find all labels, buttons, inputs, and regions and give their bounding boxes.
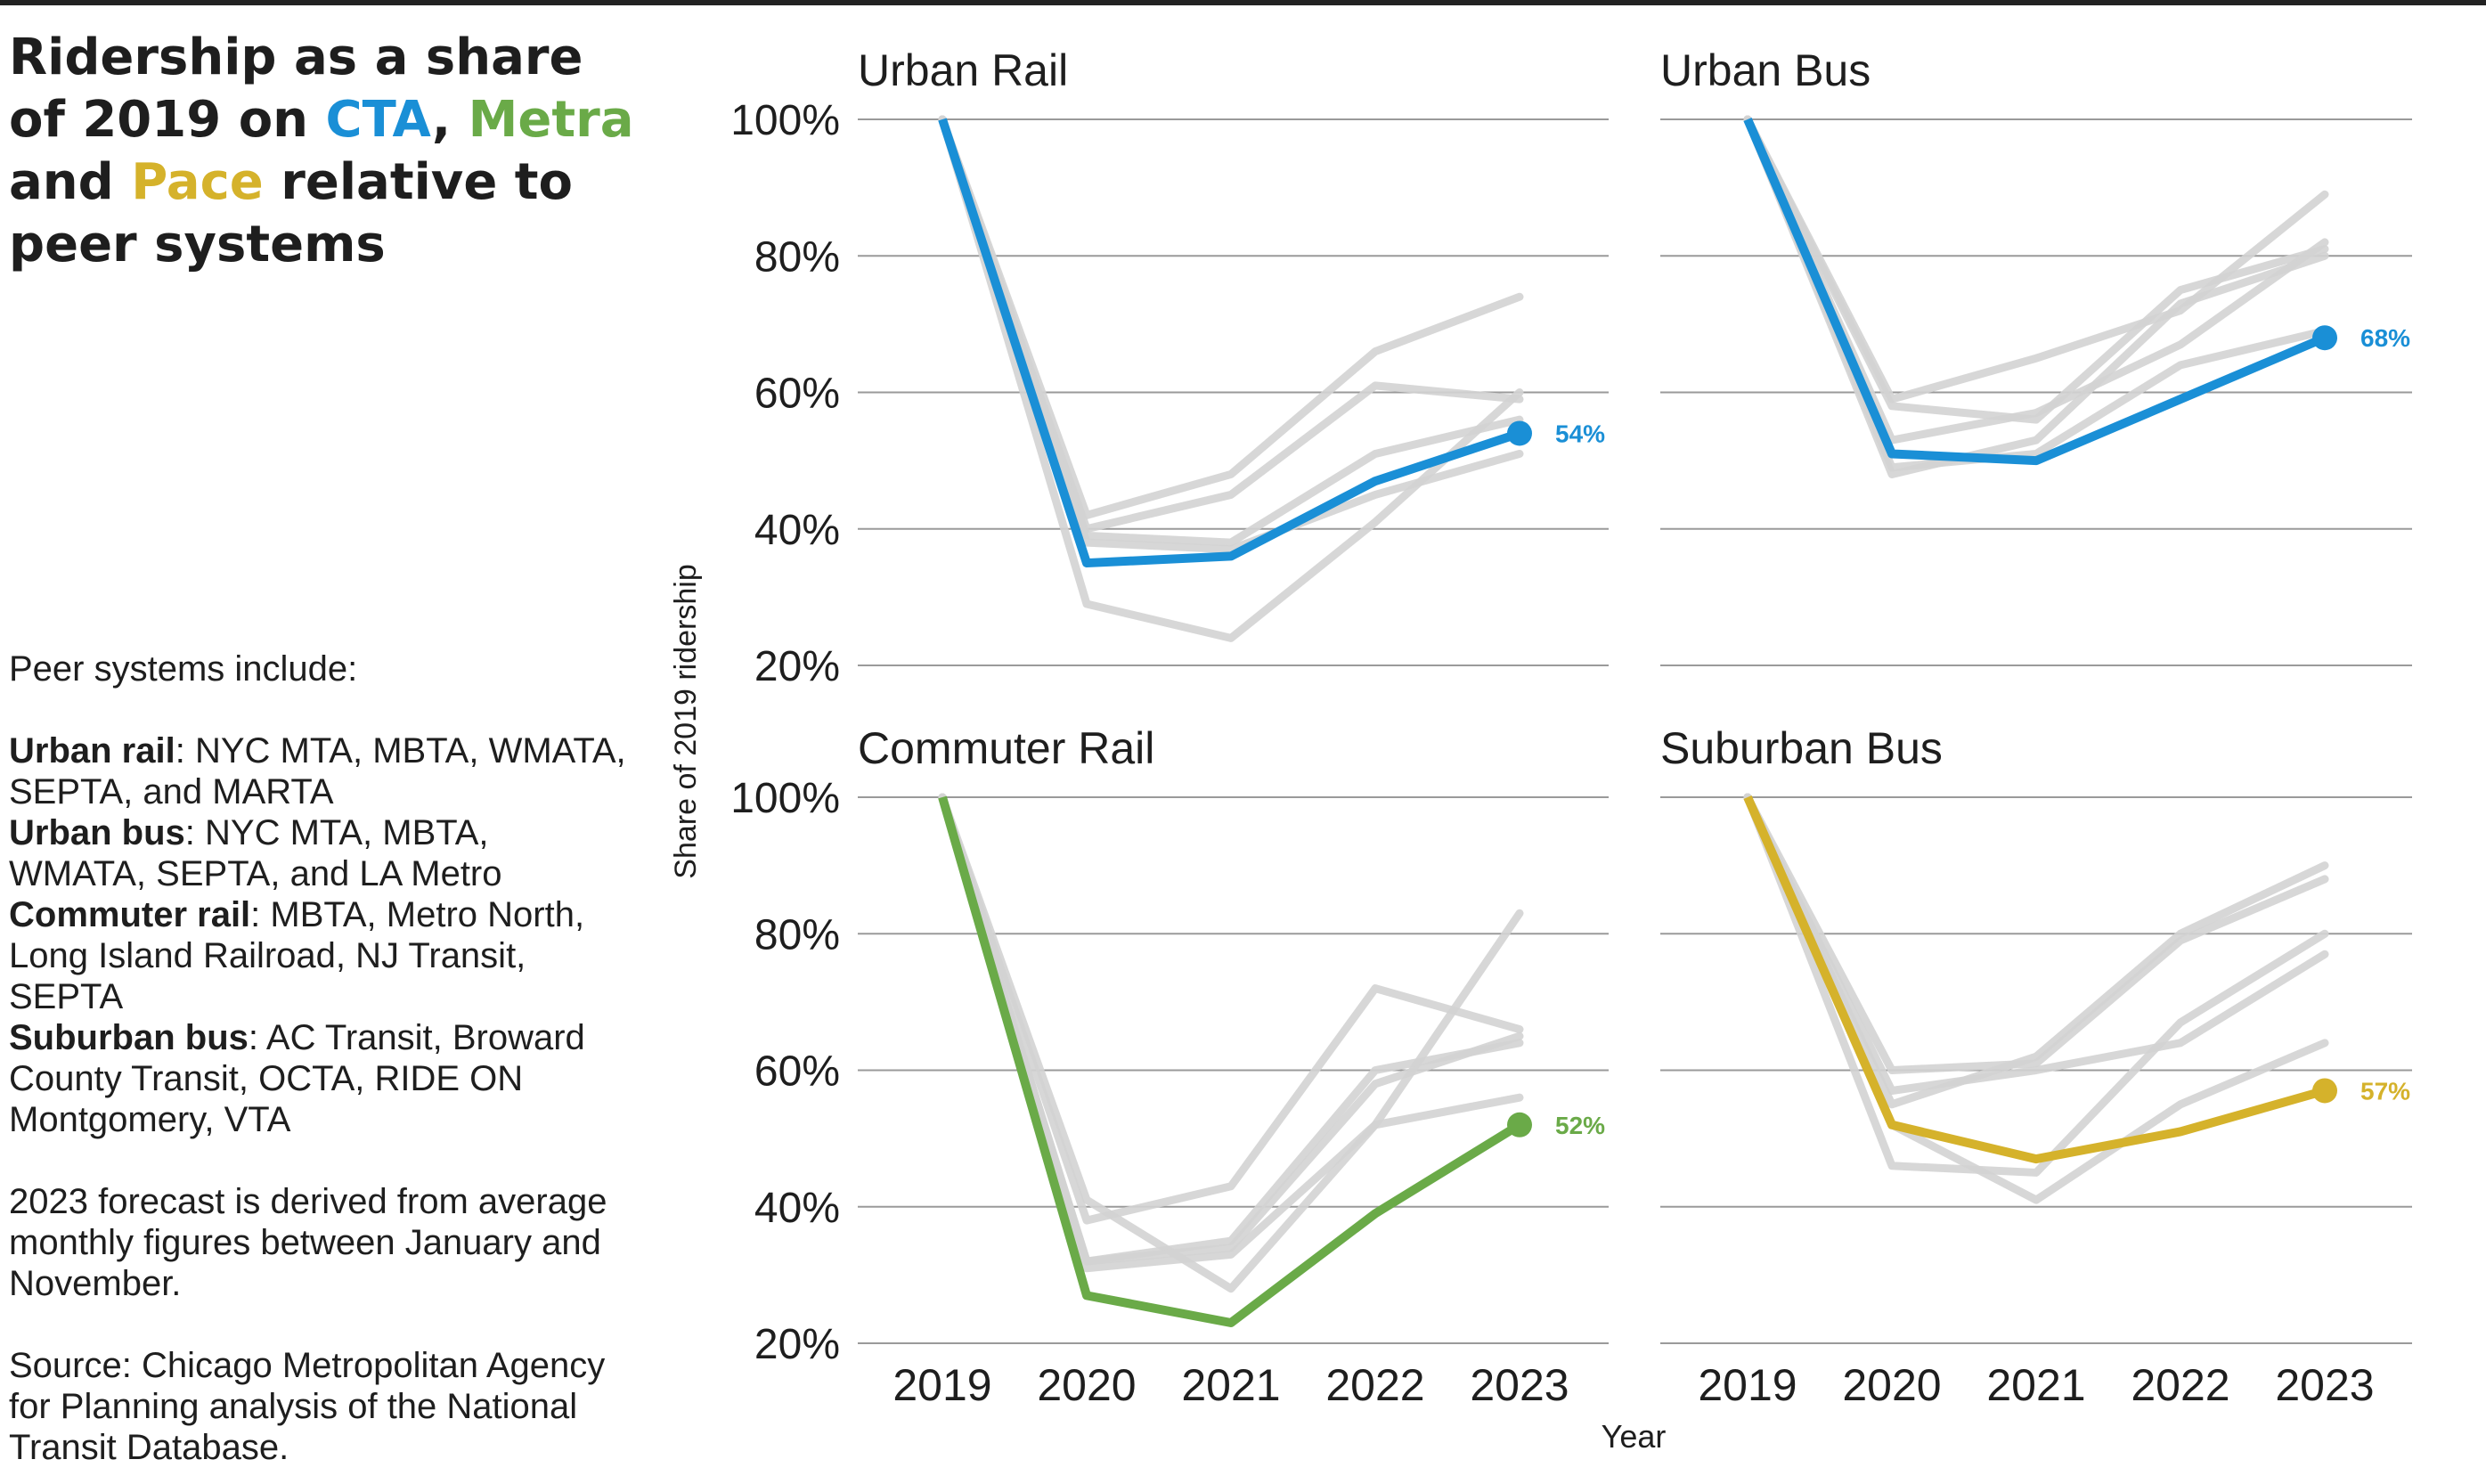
peer-note: Urban rail: NYC MTA, MBTA, WMATA, SEPTA,… <box>9 730 632 812</box>
peer-series-line <box>1743 115 2329 404</box>
y-tick-label: 80% <box>754 911 840 958</box>
title-text-3: relative to peer systems <box>9 153 574 273</box>
peer-note-text: : MBTA, Metro North, Long Island Railroa… <box>9 895 585 1016</box>
chart-panel: 20% 40% 60% 80% 100% Commuter Rail 2019 2020 202… <box>730 723 1609 1410</box>
x-tick-label: 2023 <box>1470 1360 1569 1410</box>
y-tick-label: 60% <box>754 371 840 418</box>
x-axis-label: Year <box>1602 1418 1667 1455</box>
peer-note-label: Urban bus <box>9 813 185 852</box>
x-tick-label: 2021 <box>1181 1360 1280 1410</box>
end-point-marker <box>1507 420 1532 446</box>
notes-intro: Peer systems include: <box>9 649 358 689</box>
peer-series-line <box>938 115 1524 519</box>
title-cta: CTA <box>325 91 432 149</box>
x-tick-label: 2021 <box>1986 1360 2085 1410</box>
peer-note-text: : AC Transit, Broward County Transit, OC… <box>9 1018 585 1139</box>
x-tick-label: 2019 <box>893 1360 991 1410</box>
x-tick-label: 2020 <box>1842 1360 1941 1410</box>
panel-title: Urban Bus <box>1660 45 1871 95</box>
x-tick-label: 2023 <box>2275 1360 2374 1410</box>
peer-note: Suburban bus: AC Transit, Broward County… <box>9 1017 632 1140</box>
end-value-label: 57% <box>2360 1077 2410 1105</box>
y-axis-label: Share of 2019 ridership <box>669 564 703 878</box>
notes-panel: Peer systems include: Urban rail: NYC MT… <box>9 648 632 1468</box>
end-point-marker <box>2312 325 2337 351</box>
x-tick-label: 2020 <box>1037 1360 1136 1410</box>
highlight-series-line <box>1743 118 2327 466</box>
y-tick-label: 40% <box>754 507 840 554</box>
panel-title: Suburban Bus <box>1660 723 1943 773</box>
y-tick-label: 100% <box>730 775 840 822</box>
panel-title: Commuter Rail <box>858 723 1154 773</box>
title-text-1: Ridership as a share of 2019 on <box>9 29 583 149</box>
peer-note-text: : NYC MTA, MBTA, WMATA, SEPTA, and LA Me… <box>9 813 502 893</box>
x-tick-label: 2022 <box>2131 1360 2229 1410</box>
peer-series-line <box>1743 793 2329 1177</box>
y-tick-label: 40% <box>754 1185 840 1232</box>
x-tick-label: 2019 <box>1698 1360 1797 1410</box>
title-text-sep: , <box>431 91 469 149</box>
peer-note: Commuter rail: MBTA, Metro North, Long I… <box>9 894 632 1017</box>
peer-note-label: Commuter rail <box>9 895 251 934</box>
y-tick-label: 60% <box>754 1048 840 1096</box>
peer-series-line <box>1743 793 2329 1095</box>
y-tick-label: 80% <box>754 233 840 281</box>
source-note: Source: Chicago Metropolitan Agency for … <box>9 1346 606 1467</box>
chart-title: Ridership as a share of 2019 on CTA, Met… <box>9 27 650 276</box>
peer-series-line <box>938 793 1524 1225</box>
peer-note: Urban bus: NYC MTA, MBTA, WMATA, SEPTA, … <box>9 812 632 894</box>
peer-note-label: Urban rail <box>9 731 175 771</box>
forecast-note: 2023 forecast is derived from average mo… <box>9 1182 607 1303</box>
highlight-series-line <box>938 118 1521 568</box>
title-metra: Metra <box>468 91 634 149</box>
peer-series-line <box>938 793 1524 1266</box>
chart-panel: 20% 40% 60% 80% 100% Urban Rail 54% <box>730 45 1609 690</box>
y-tick-label: 20% <box>754 1321 840 1368</box>
end-value-label: 68% <box>2360 324 2410 352</box>
y-tick-label: 100% <box>730 97 840 144</box>
end-value-label: 52% <box>1555 1112 1605 1139</box>
end-value-label: 54% <box>1555 420 1605 447</box>
peer-series-line <box>938 115 1524 554</box>
end-point-marker <box>1507 1112 1532 1137</box>
peer-series-line <box>1743 793 2329 1109</box>
chart-panel: Suburban Bus 2019 2020 2021 2022 2023 57% <box>1660 723 2412 1410</box>
y-tick-label: 20% <box>754 643 840 690</box>
title-text-2: and <box>9 153 132 211</box>
x-tick-label: 2022 <box>1325 1360 1424 1410</box>
chart-panel: Urban Bus 68% <box>1660 45 2412 666</box>
highlight-series-line <box>938 795 1522 1328</box>
top-rule <box>0 0 2486 5</box>
highlight-series-line <box>1743 795 2327 1164</box>
peer-note-text: : NYC MTA, MBTA, WMATA, SEPTA, and MARTA <box>9 731 626 811</box>
peer-note-label: Suburban bus <box>9 1018 249 1057</box>
peer-series-line <box>1743 793 2329 1074</box>
end-point-marker <box>2312 1078 2337 1104</box>
panel-title: Urban Rail <box>858 45 1068 95</box>
title-pace: Pace <box>131 153 264 211</box>
peer-series-line <box>938 793 1524 1293</box>
